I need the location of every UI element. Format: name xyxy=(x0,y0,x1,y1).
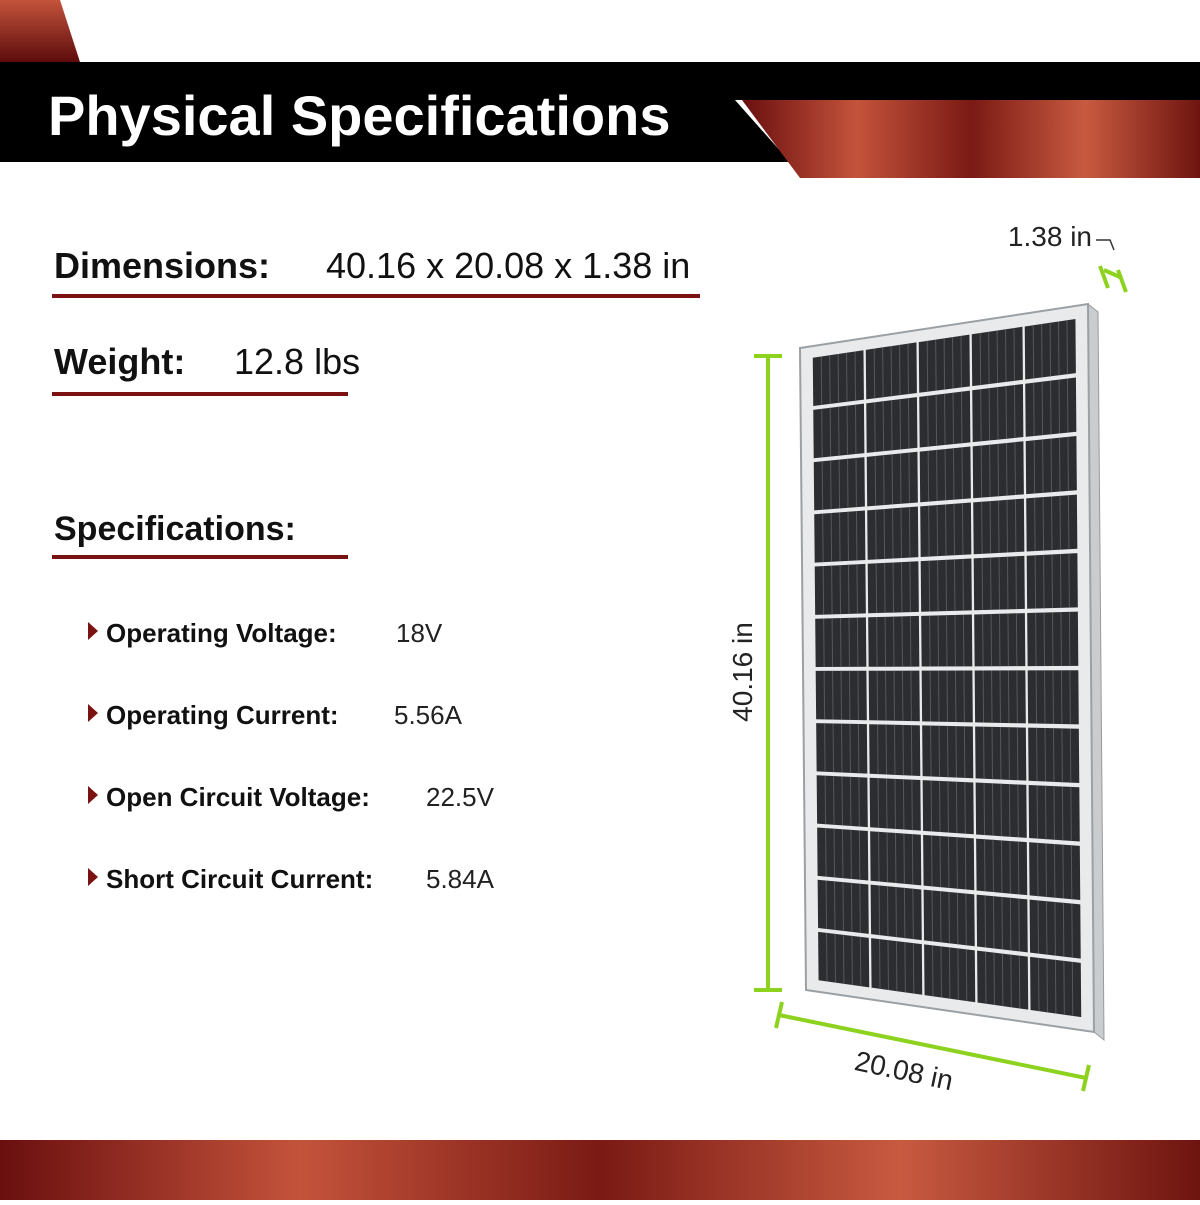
spec-label: Short Circuit Current: xyxy=(106,864,373,894)
header-stripe xyxy=(742,100,1200,178)
spec-list: Operating Voltage: 18V Operating Current: 5… xyxy=(88,618,495,894)
weight-label: Weight: xyxy=(54,341,185,382)
spec-value: 5.84A xyxy=(426,864,495,894)
dimensions-value: 40.16 x 20.08 x 1.38 in xyxy=(326,245,690,286)
spec-value: 22.5V xyxy=(426,782,495,812)
depth-marker xyxy=(1100,266,1126,292)
spec-value: 18V xyxy=(396,618,443,648)
depth-label: 1.38 in xyxy=(1008,221,1092,252)
height-label: 40.16 in xyxy=(727,622,758,722)
spec-label: Operating Current: xyxy=(106,700,339,730)
weight-value: 12.8 lbs xyxy=(234,341,360,382)
footer-band xyxy=(0,1140,1200,1200)
spec-value: 5.56A xyxy=(394,700,463,730)
corner-accent xyxy=(0,0,80,62)
spec-label: Operating Voltage: xyxy=(106,618,337,648)
underline xyxy=(52,294,700,298)
depth-leader xyxy=(1096,240,1114,250)
bullet xyxy=(88,786,98,804)
width-label: 20.08 in xyxy=(852,1045,956,1096)
specifications-title: Specifications: xyxy=(54,510,296,548)
dimensions-label: Dimensions: xyxy=(54,245,270,286)
bullet xyxy=(88,704,98,722)
solar-panel xyxy=(800,304,1104,1040)
bullet xyxy=(88,622,98,640)
underline xyxy=(52,555,348,559)
height-marker xyxy=(754,356,782,990)
bullet xyxy=(88,868,98,886)
page-title: Physical Specifications xyxy=(48,84,670,147)
underline xyxy=(52,392,348,396)
spec-label: Open Circuit Voltage: xyxy=(106,782,370,812)
